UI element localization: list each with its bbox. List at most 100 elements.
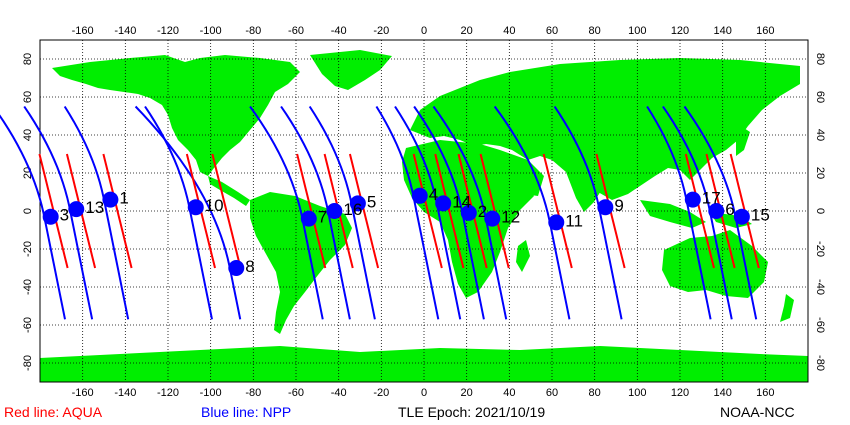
pass-marker: [68, 201, 85, 218]
npp-track: [308, 105, 376, 320]
x-tick-label-top: -160: [72, 25, 94, 37]
x-tick-label-bottom: -120: [157, 387, 179, 399]
y-tick-label-right: 20: [814, 167, 826, 179]
y-tick-label-right: -20: [814, 241, 826, 257]
y-tick-label-left: -80: [22, 355, 34, 371]
eurasia: [410, 58, 800, 200]
axis-ticks: -160 -160 -140 -140 -120 -120 -100 -100 -80 -80 -6…: [22, 25, 826, 399]
pass-label: 17: [702, 189, 721, 208]
x-tick-label-bottom: 0: [421, 387, 427, 399]
npp-track: [375, 105, 440, 320]
pass-label: 6: [725, 200, 734, 219]
x-tick-label-top: -60: [288, 25, 304, 37]
aqua-track: [102, 153, 133, 269]
pass-marker: [102, 191, 119, 208]
indonesia: [640, 200, 706, 228]
pass-label: 10: [205, 196, 224, 215]
pass-label: 7: [318, 208, 327, 227]
x-tick-label-bottom: 160: [756, 387, 774, 399]
pass-marker: [300, 210, 317, 227]
pass-label: 15: [751, 206, 770, 225]
legend-npp: Blue line: NPP: [201, 404, 292, 420]
npp-track: [432, 105, 508, 320]
aqua-track: [211, 153, 242, 269]
aqua-track: [542, 153, 573, 269]
x-tick-label-bottom: -20: [373, 387, 389, 399]
x-tick-label-bottom: 120: [671, 387, 689, 399]
x-tick-label-top: -20: [373, 25, 389, 37]
x-tick-label-bottom: 100: [628, 387, 646, 399]
orbit-tracks: [0, 105, 760, 320]
pass-marker: [42, 208, 59, 225]
x-tick-label-bottom: 80: [589, 387, 601, 399]
aqua-track: [434, 153, 465, 269]
x-tick-label-bottom: 140: [713, 387, 731, 399]
y-tick-label-left: 20: [22, 167, 34, 179]
npp-track: [249, 105, 324, 320]
y-tick-label-right: -80: [814, 355, 826, 371]
pass-label: 1: [119, 189, 128, 208]
x-tick-label-top: -140: [114, 25, 136, 37]
x-tick-label-bottom: -160: [72, 387, 94, 399]
x-tick-label-top: 20: [461, 25, 473, 37]
x-tick-label-bottom: -80: [245, 387, 261, 399]
pass-marker: [484, 210, 501, 227]
x-tick-label-top: 80: [589, 25, 601, 37]
npp-track: [63, 105, 130, 320]
x-tick-label-top: -120: [157, 25, 179, 37]
npp-track: [646, 105, 712, 320]
pass-label: 2: [478, 202, 487, 221]
greenland: [310, 50, 392, 90]
south-america: [250, 192, 352, 334]
pass-marker: [435, 195, 452, 212]
npp-track: [683, 105, 758, 320]
x-tick-label-top: 40: [503, 25, 515, 37]
x-tick-label-top: -100: [200, 25, 222, 37]
pass-label: 9: [614, 196, 623, 215]
pass-marker: [684, 191, 701, 208]
north-america: [52, 55, 300, 176]
madagascar: [516, 240, 530, 272]
central-america: [208, 176, 250, 206]
pass-label: 16: [343, 200, 362, 219]
pass-marker: [411, 187, 428, 204]
y-tick-label-right: 80: [814, 53, 826, 65]
x-tick-label-top: 100: [628, 25, 646, 37]
x-tick-label-bottom: 60: [546, 387, 558, 399]
y-tick-label-left: -60: [22, 317, 34, 333]
legend-aqua: Red line: AQUA: [4, 404, 103, 420]
y-tick-label-left: 0: [22, 208, 34, 214]
pass-label: 11: [565, 211, 583, 230]
npp-track: [493, 105, 571, 320]
y-tick-label-left: 40: [22, 129, 34, 141]
y-tick-label-right: 0: [814, 208, 826, 214]
x-tick-label-top: 60: [546, 25, 558, 37]
pass-marker: [187, 199, 204, 216]
x-tick-label-top: 0: [421, 25, 427, 37]
y-tick-label-left: -40: [22, 279, 34, 295]
y-tick-label-left: -20: [22, 241, 34, 257]
x-tick-label-bottom: -60: [288, 387, 304, 399]
credit-label: NOAA-NCC: [720, 404, 795, 420]
pass-label: 5: [367, 192, 376, 211]
map-frame: [39, 39, 809, 383]
pass-marker: [349, 195, 366, 212]
pass-label: 4: [429, 185, 438, 204]
x-tick-label-bottom: -40: [331, 387, 347, 399]
new-zealand: [780, 294, 794, 322]
pass-marker: [548, 214, 565, 231]
aqua-track: [348, 153, 380, 269]
pass-marker: [460, 204, 477, 221]
y-tick-label-right: -40: [814, 279, 826, 295]
x-tick-label-top: 140: [713, 25, 731, 37]
pass-label: 13: [85, 198, 104, 217]
pass-label: 14: [452, 192, 471, 211]
pass-marker: [733, 208, 750, 225]
y-tick-label-left: 60: [22, 91, 34, 103]
npp-track: [394, 105, 462, 320]
pass-marker: [597, 199, 614, 216]
x-tick-label-top: -80: [245, 25, 261, 37]
tle-epoch: TLE Epoch: 2021/10/19: [398, 404, 546, 420]
x-tick-label-top: -40: [331, 25, 347, 37]
